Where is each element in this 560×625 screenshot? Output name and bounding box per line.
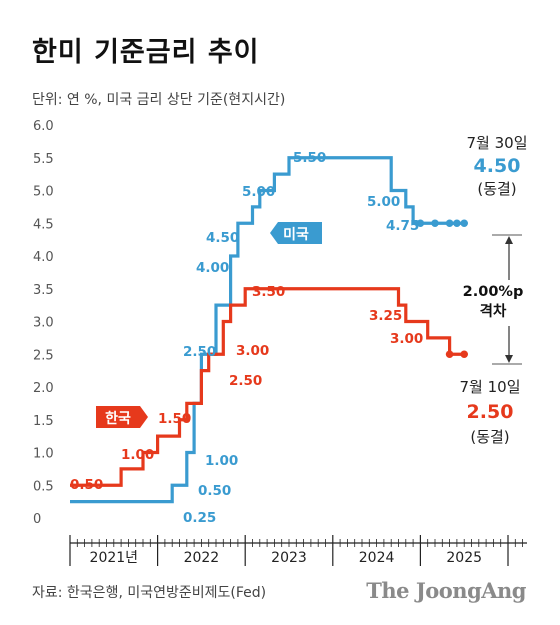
y-tick-label-7: 3.5 [33,283,54,298]
year-label-2025: 2025 [446,550,482,566]
y-tick-label-3: 1.5 [33,414,54,429]
kr-value-label-5: 3.50 [252,284,285,300]
source-note: 자료: 한국은행, 미국연방준비제도(Fed) [32,585,267,601]
y-tick-label-12: 6.0 [33,119,54,134]
year-label-2022: 2022 [184,550,220,566]
y-tick-label-8: 4.0 [33,250,54,265]
rate-labels: 0.25 0.50 1.00 2.50 4.00 4.50 5.00 5.50 5.00 4.75… [70,150,423,526]
kr-value-label-4: 3.00 [236,343,269,359]
kr-hold-dot-0 [445,350,454,359]
kr-value-label-3: 2.50 [229,373,262,389]
y-tick-label-0: 0 [33,512,41,527]
us-hold-dot-0 [416,219,425,228]
rate-lines [70,156,469,504]
kr-value-label-1: 1.00 [121,447,154,463]
y-tick-label-6: 3.0 [33,316,54,331]
us-latest-date: 7월 30일 [467,134,528,152]
kr-rate-line [70,287,465,487]
year-label-2023: 2023 [271,550,307,566]
gap-arrowhead-down [505,355,513,363]
kr-latest-callout: 7월 10일 2.50 (동결) [460,378,521,446]
gap-label: 격차 [480,302,507,320]
legend-us-label: 미국 [283,227,309,243]
y-tick-label-1: 0.5 [33,479,54,494]
unit-note: 단위: 연 %, 미국 금리 상단 기준(현지시간) [32,92,286,108]
us-value-label-1: 0.50 [198,483,231,499]
us-hold-dot-2 [445,219,454,228]
kr-latest-note: (동결) [470,428,509,446]
legend-kr: 한국 [96,406,148,428]
kr-hold-dot-1 [460,350,469,359]
y-tick-label-4: 2.0 [33,381,54,396]
brand-logo: The JoongAng [366,578,526,603]
us-value-label-0: 0.25 [183,510,216,526]
us-latest-note: (동결) [477,180,516,198]
legend-us-tag [270,222,322,244]
kr-latest-date: 7월 10일 [460,378,521,396]
us-hold-dot-1 [431,219,439,228]
x-axis: 2021년 2022 2023 2024 2025 [69,535,527,566]
kr-value-label-0: 0.50 [70,477,103,493]
kr-value-label-2: 1.50 [158,411,191,427]
us-rate-line [70,156,465,504]
us-value-label-6: 5.00 [242,184,275,200]
gap-arrowhead-up [505,236,513,244]
us-value-label-3: 2.50 [183,344,216,360]
us-value-label-4: 4.00 [196,260,229,276]
us-value-label-8: 5.00 [367,194,400,210]
us-latest-value: 4.50 [474,155,521,177]
us-value-label-5: 4.50 [206,230,239,246]
us-hold-dot-4 [460,219,469,228]
legend-kr-tag [96,406,148,428]
y-tick-label-11: 5.5 [33,152,54,167]
gap-value: 2.00%p [463,284,524,300]
y-axis: 0 0.5 1.0 1.5 2.0 2.5 3.0 3.5 4.0 4.5 5.0 5.5 6.0 [33,119,54,527]
us-hold-dot-3 [453,219,461,228]
kr-value-label-7: 3.00 [390,331,423,347]
y-tick-label-2: 1.0 [33,447,54,462]
y-tick-label-9: 4.5 [33,217,54,232]
us-value-label-2: 1.00 [205,453,238,469]
kr-value-label-6: 3.25 [369,308,402,324]
year-label-2024: 2024 [359,550,395,566]
y-tick-label-5: 2.5 [33,348,54,363]
year-label-2021: 2021년 [90,550,139,566]
legend-us: 미국 [270,222,322,244]
us-value-label-9: 4.75 [386,218,419,234]
legend-kr-label: 한국 [105,411,131,427]
us-latest-callout: 7월 30일 4.50 (동결) [467,134,528,198]
kr-latest-value: 2.50 [467,401,514,423]
y-tick-label-10: 5.0 [33,185,54,200]
chart-title: 한미 기준금리 추이 [32,37,260,68]
gap-indicator: 2.00%p 격차 [463,234,524,365]
us-value-label-7: 5.50 [293,150,326,166]
